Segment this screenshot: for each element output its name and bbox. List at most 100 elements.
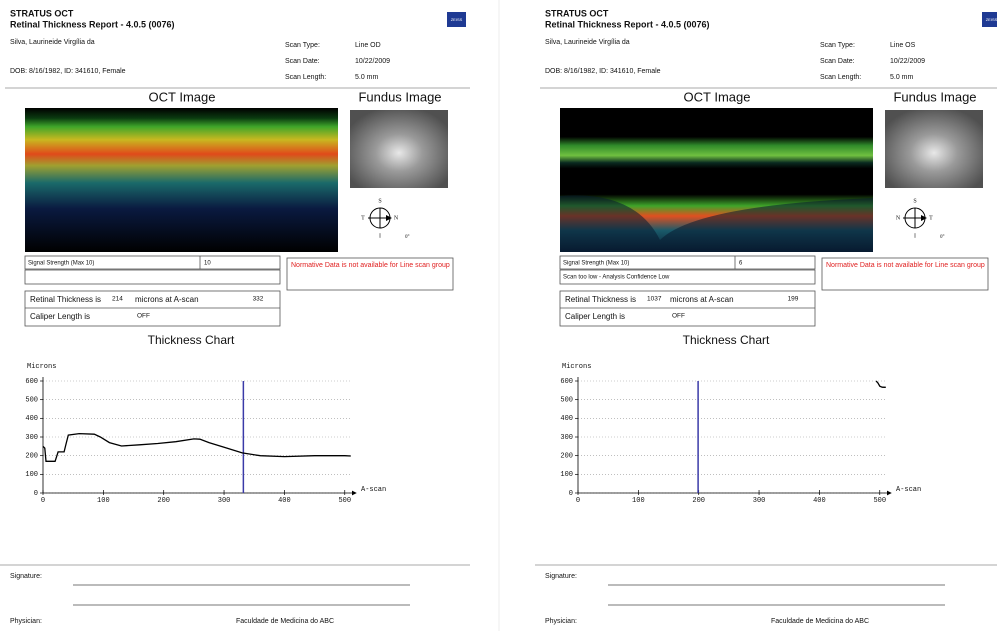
x-tick-label: 0 bbox=[41, 497, 45, 505]
institution: Faculdade de Medicina do ABC bbox=[771, 618, 869, 625]
reports-view: STRATUS OCTRetinal Thickness Report - 4.… bbox=[0, 0, 997, 631]
scan-label: Scan Length: bbox=[820, 74, 861, 81]
scan-label: Scan Date: bbox=[285, 58, 320, 65]
y-tick-label: 600 bbox=[25, 378, 38, 386]
oct-title: OCT Image bbox=[684, 89, 751, 104]
scan-value: 10/22/2009 bbox=[355, 58, 390, 65]
compass-bottom: I bbox=[379, 233, 381, 239]
x-tick-label: 0 bbox=[576, 497, 580, 505]
signal-note: Scan too low - Analysis Confidence Low bbox=[563, 275, 670, 281]
x-tick-label: 100 bbox=[632, 497, 645, 505]
normative-note-wrap: Normative Data is not available for Line… bbox=[291, 261, 451, 289]
x-tick-label: 300 bbox=[218, 497, 231, 505]
signal-value: 10 bbox=[204, 261, 211, 267]
x-tick-label: 300 bbox=[753, 497, 766, 505]
chart-title: Thickness Chart bbox=[148, 333, 235, 347]
y-tick-label: 600 bbox=[560, 378, 573, 386]
x-tick-label: 400 bbox=[813, 497, 826, 505]
thickness-ascan: 332 bbox=[253, 296, 264, 303]
chart-title: Thickness Chart bbox=[683, 333, 770, 347]
y-tick-label: 300 bbox=[560, 434, 573, 442]
fundus-image bbox=[885, 110, 983, 188]
institution: Faculdade de Medicina do ABC bbox=[236, 618, 334, 625]
compass-right: N bbox=[394, 215, 399, 221]
scan-value: 5.0 mm bbox=[890, 74, 914, 81]
y-tick-label: 100 bbox=[25, 471, 38, 479]
thickness-unit: microns at A-scan bbox=[670, 295, 734, 304]
scan-label: Scan Date: bbox=[820, 58, 855, 65]
signature-label: Signature: bbox=[10, 573, 42, 580]
x-tick-label: 100 bbox=[97, 497, 110, 505]
thickness-ascan: 199 bbox=[788, 296, 799, 303]
y-axis-label: Microns bbox=[562, 363, 591, 371]
scan-value: 5.0 mm bbox=[355, 74, 379, 81]
scan-value: Line OS bbox=[890, 42, 916, 49]
zeiss-logo-text: ZEISS bbox=[986, 17, 997, 22]
y-tick-label: 500 bbox=[560, 397, 573, 405]
fundus-image bbox=[350, 110, 448, 188]
y-tick-label: 500 bbox=[25, 397, 38, 405]
product-name: STRATUS OCT bbox=[10, 8, 74, 18]
x-tick-label: 200 bbox=[692, 497, 705, 505]
scan-label: Scan Length: bbox=[285, 74, 326, 81]
page: STRATUS OCTRetinal Thickness Report - 4.… bbox=[0, 0, 997, 631]
signature-label: Signature: bbox=[545, 573, 577, 580]
thickness-line bbox=[876, 381, 886, 387]
y-tick-label: 100 bbox=[560, 471, 573, 479]
y-axis-label: Microns bbox=[27, 363, 56, 371]
compass-angle: 0° bbox=[940, 235, 945, 240]
normative-note: Normative Data is not available for Line… bbox=[291, 261, 451, 270]
y-tick-label: 400 bbox=[560, 415, 573, 423]
y-tick-label: 300 bbox=[25, 434, 38, 442]
physician-label: Physician: bbox=[10, 618, 42, 625]
oct-title: OCT Image bbox=[149, 89, 216, 104]
caliper-label: Caliper Length is bbox=[30, 312, 90, 321]
thickness-label: Retinal Thickness is bbox=[30, 295, 101, 304]
patient-name: Silva, Laurineide Virgília da bbox=[545, 39, 630, 46]
oct-image bbox=[25, 108, 338, 252]
thickness-unit: microns at A-scan bbox=[135, 295, 199, 304]
scan-value: Line OD bbox=[355, 42, 381, 49]
zeiss-logo-text: ZEISS bbox=[451, 17, 463, 22]
x-tick-label: 500 bbox=[873, 497, 886, 505]
signal-value: 6 bbox=[739, 261, 743, 267]
caliper-label: Caliper Length is bbox=[565, 312, 625, 321]
scan-value: 10/22/2009 bbox=[890, 58, 925, 65]
scan-label: Scan Type: bbox=[820, 42, 855, 49]
compass-left: T bbox=[361, 215, 365, 221]
patient-dob: DOB: 8/16/1982, ID: 341610, Female bbox=[10, 68, 126, 75]
y-tick-label: 400 bbox=[25, 415, 38, 423]
x-axis-label: A-scan bbox=[896, 486, 921, 494]
caliper-value: OFF bbox=[137, 313, 150, 320]
thickness-label: Retinal Thickness is bbox=[565, 295, 636, 304]
report-title: Retinal Thickness Report - 4.0.5 (0076) bbox=[10, 19, 175, 29]
x-tick-label: 200 bbox=[157, 497, 170, 505]
signal-label: Signal Strength (Max 10) bbox=[28, 261, 94, 267]
y-tick-label: 0 bbox=[569, 490, 573, 498]
caliper-value: OFF bbox=[672, 313, 685, 320]
fundus-title: Fundus Image bbox=[358, 89, 441, 104]
fundus-title: Fundus Image bbox=[893, 89, 976, 104]
thickness-value: 1037 bbox=[647, 296, 662, 303]
report-title: Retinal Thickness Report - 4.0.5 (0076) bbox=[545, 19, 710, 29]
scan-label: Scan Type: bbox=[285, 42, 320, 49]
compass-left: N bbox=[896, 215, 901, 221]
patient-dob: DOB: 8/16/1982, ID: 341610, Female bbox=[545, 68, 661, 75]
signal-label: Signal Strength (Max 10) bbox=[563, 261, 629, 267]
physician-label: Physician: bbox=[545, 618, 577, 625]
y-tick-label: 200 bbox=[25, 453, 38, 461]
product-name: STRATUS OCT bbox=[545, 8, 609, 18]
x-tick-label: 400 bbox=[278, 497, 291, 505]
normative-note-wrap: Normative Data is not available for Line… bbox=[826, 261, 986, 289]
normative-note: Normative Data is not available for Line… bbox=[826, 261, 986, 270]
compass-top: S bbox=[378, 198, 381, 204]
compass-angle: 0° bbox=[405, 235, 410, 240]
compass-right: T bbox=[929, 215, 933, 221]
patient-name: Silva, Laurineide Virgília da bbox=[10, 39, 95, 46]
y-tick-label: 0 bbox=[34, 490, 38, 498]
thickness-line bbox=[43, 434, 351, 462]
compass-bottom: I bbox=[914, 233, 916, 239]
x-axis-label: A-scan bbox=[361, 486, 386, 494]
thickness-value: 214 bbox=[112, 296, 123, 303]
y-tick-label: 200 bbox=[560, 453, 573, 461]
